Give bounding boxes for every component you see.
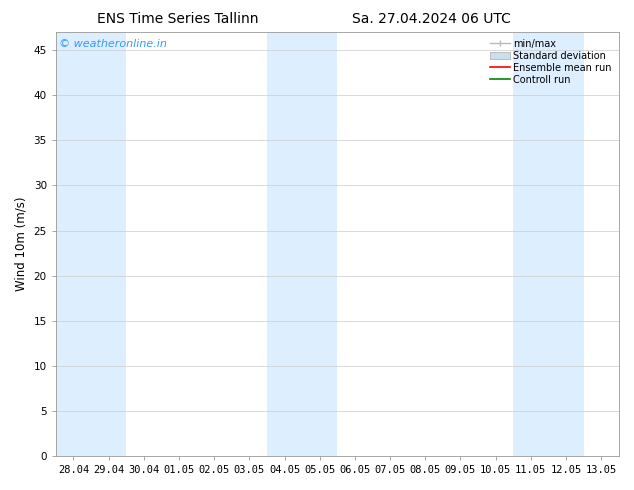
Text: ENS Time Series Tallinn: ENS Time Series Tallinn	[97, 12, 258, 26]
Y-axis label: Wind 10m (m/s): Wind 10m (m/s)	[15, 197, 28, 292]
Bar	[513, 32, 583, 456]
Text: © weatheronline.in: © weatheronline.in	[59, 39, 167, 49]
Text: Sa. 27.04.2024 06 UTC: Sa. 27.04.2024 06 UTC	[352, 12, 510, 26]
Bar	[56, 32, 126, 456]
Bar	[267, 32, 337, 456]
Legend: min/max, Standard deviation, Ensemble mean run, Controll run: min/max, Standard deviation, Ensemble me…	[488, 37, 614, 87]
